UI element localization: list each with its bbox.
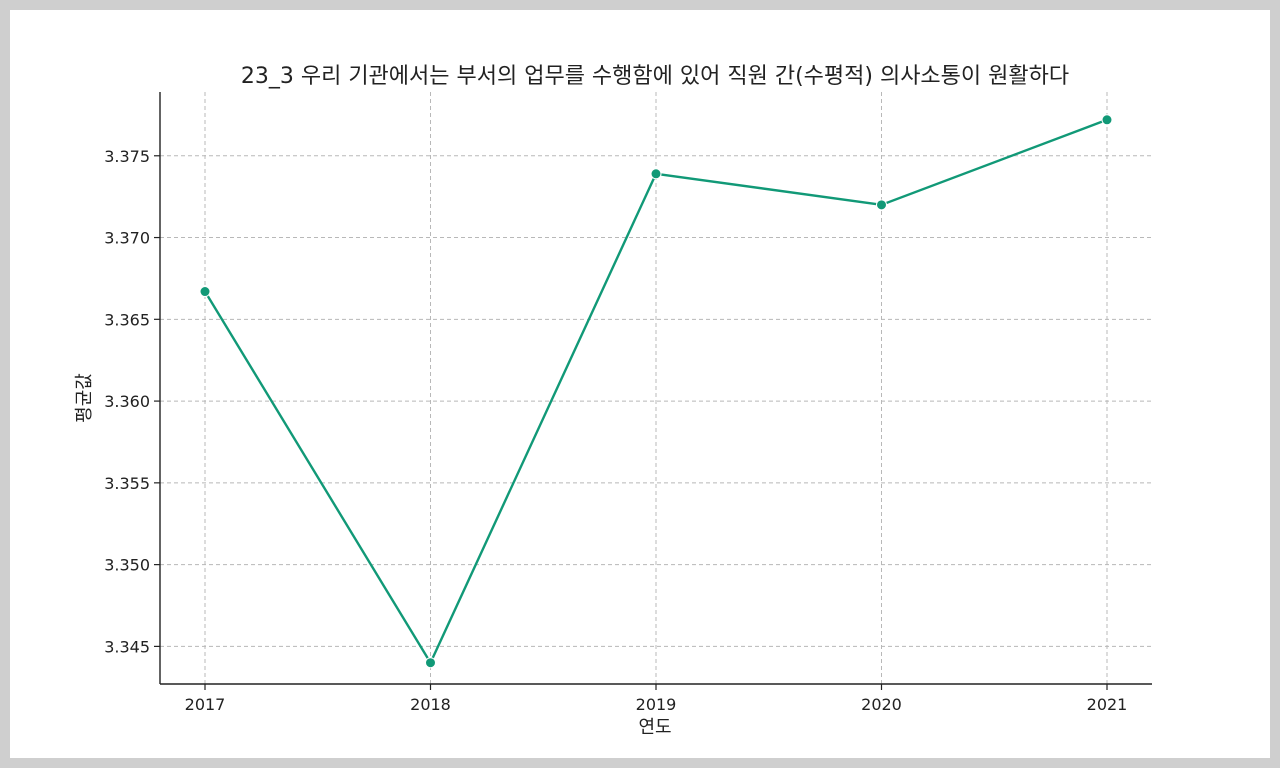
- y-ticks: 3.345 3.350 3.355 3.360 3.365 3.370 3.375: [104, 147, 160, 656]
- x-tick-label: 2017: [185, 695, 226, 714]
- line-chart: 23_3 우리 기관에서는 부서의 업무를 수행함에 있어 직원 간(수평적) …: [74, 64, 1152, 738]
- data-point: [425, 657, 436, 669]
- grid: [160, 92, 1152, 684]
- data-point: [650, 168, 662, 180]
- y-tick-label: 3.360: [104, 392, 150, 411]
- y-axis-label: 평균값: [74, 373, 95, 423]
- data-point: [199, 286, 211, 298]
- series-group: [199, 114, 1113, 669]
- data-point: [1101, 114, 1113, 126]
- series-line: [203, 118, 1108, 664]
- x-tick-label: 2018: [410, 695, 451, 714]
- y-tick-label: 3.365: [104, 310, 150, 329]
- y-tick-label: 3.350: [104, 556, 150, 575]
- chart-frame: 23_3 우리 기관에서는 부서의 업무를 수행함에 있어 직원 간(수평적) …: [10, 10, 1270, 758]
- x-axis-label: 연도: [638, 717, 671, 738]
- y-tick-label: 3.370: [104, 229, 150, 248]
- x-tick-label: 2019: [636, 695, 677, 714]
- y-tick-label: 3.375: [104, 147, 150, 166]
- y-tick-label: 3.345: [104, 637, 150, 656]
- x-tick-label: 2021: [1087, 695, 1128, 714]
- chart-title: 23_3 우리 기관에서는 부서의 업무를 수행함에 있어 직원 간(수평적) …: [241, 64, 1069, 89]
- data-point: [876, 199, 887, 211]
- x-tick-label: 2020: [861, 695, 902, 714]
- y-tick-label: 3.355: [104, 474, 150, 493]
- x-ticks: 2017 2018 2019 2020 2021: [185, 684, 1128, 714]
